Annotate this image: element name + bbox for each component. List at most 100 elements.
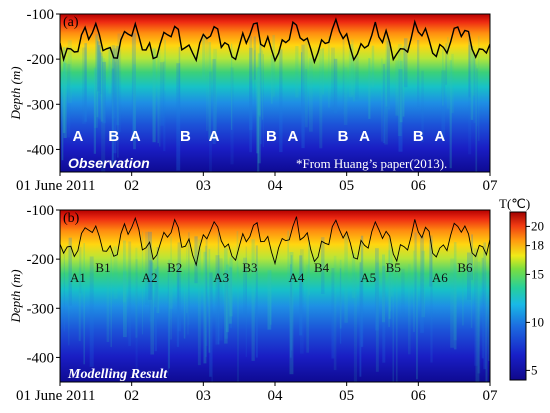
field-streak bbox=[123, 240, 126, 303]
field-streak bbox=[391, 247, 393, 297]
field-streak bbox=[154, 259, 157, 308]
y-tick-label: -100 bbox=[27, 7, 55, 23]
field-streak bbox=[178, 46, 181, 112]
field-streak bbox=[351, 252, 356, 299]
field-streak bbox=[156, 266, 160, 314]
field-streak bbox=[237, 266, 239, 382]
x-tick-label: 01 June 2011 bbox=[16, 178, 95, 194]
field-streak bbox=[82, 47, 87, 124]
field-streak bbox=[101, 58, 106, 172]
field-streak bbox=[381, 58, 383, 142]
field-streak bbox=[231, 43, 233, 130]
event-label: A5 bbox=[360, 270, 376, 285]
field-streak bbox=[206, 37, 208, 131]
field-streak bbox=[404, 38, 408, 88]
event-label: A bbox=[434, 128, 445, 145]
field-streak bbox=[230, 67, 234, 165]
y-tick-label: -300 bbox=[27, 97, 55, 113]
field-streak bbox=[176, 263, 180, 347]
field-streak bbox=[63, 249, 65, 332]
y-tick-label: -200 bbox=[27, 52, 55, 68]
colorbar-tick-label: 5 bbox=[531, 362, 538, 377]
field-streak bbox=[83, 243, 85, 365]
field-streak bbox=[287, 230, 289, 278]
field-streak bbox=[331, 47, 335, 111]
field-streak bbox=[99, 52, 103, 95]
field-streak bbox=[164, 39, 166, 91]
colorbar-tick-label: 10 bbox=[531, 314, 544, 329]
field-streak bbox=[219, 258, 223, 341]
event-label: A3 bbox=[213, 270, 229, 285]
panel-a-label: (a) bbox=[63, 15, 79, 30]
field-streak bbox=[468, 33, 471, 98]
field-streak bbox=[187, 273, 189, 335]
field-streak bbox=[224, 270, 229, 339]
field-streak bbox=[259, 39, 261, 117]
field-streak bbox=[475, 64, 478, 172]
field-streak bbox=[470, 254, 473, 328]
field-streak bbox=[417, 40, 420, 107]
event-label: A bbox=[72, 128, 83, 145]
field-streak bbox=[163, 61, 166, 152]
field-streak bbox=[123, 271, 127, 338]
field-streak bbox=[243, 257, 247, 317]
field-streak bbox=[395, 60, 399, 116]
field-streak bbox=[67, 64, 71, 138]
panel-a-y-axis-title: Depth (m) bbox=[8, 66, 23, 120]
field-streak bbox=[442, 46, 444, 106]
field-streak bbox=[478, 36, 480, 141]
field-streak bbox=[262, 54, 264, 148]
field-streak bbox=[267, 270, 272, 330]
field-streak bbox=[382, 63, 386, 144]
field-streak bbox=[60, 52, 62, 128]
colorbar-ticks: 20 18 15 10 5 bbox=[526, 218, 544, 377]
field-streak bbox=[114, 61, 116, 169]
x-tick-label: 06 bbox=[411, 178, 427, 194]
field-streak bbox=[476, 68, 478, 126]
field-streak bbox=[113, 246, 118, 299]
field-streak bbox=[113, 48, 117, 154]
field-streak bbox=[156, 247, 159, 319]
event-label: A bbox=[130, 128, 141, 145]
y-tick-label: -200 bbox=[27, 252, 55, 268]
event-label: B bbox=[108, 128, 119, 145]
field-streak bbox=[355, 56, 359, 100]
field-streak bbox=[359, 262, 362, 377]
field-streak bbox=[371, 45, 375, 88]
event-label: A2 bbox=[142, 270, 158, 285]
field-streak bbox=[169, 265, 174, 309]
event-label: B5 bbox=[386, 260, 401, 275]
field-streak bbox=[152, 48, 156, 143]
field-streak bbox=[79, 247, 82, 294]
field-streak bbox=[333, 255, 337, 371]
field-streak bbox=[412, 250, 415, 332]
panel-b-x-ticks: 01 June 2011 02 03 04 05 06 07 bbox=[16, 382, 498, 404]
field-streak bbox=[279, 49, 283, 153]
field-streak bbox=[470, 45, 474, 120]
field-streak bbox=[339, 268, 342, 344]
panel-b-overlay-text: Modelling Result bbox=[67, 367, 168, 382]
field-streak bbox=[468, 45, 472, 155]
field-streak bbox=[68, 246, 70, 346]
field-streak bbox=[213, 48, 217, 141]
field-streak bbox=[67, 40, 72, 103]
field-streak bbox=[485, 270, 488, 382]
field-streak bbox=[473, 57, 476, 123]
field-streak bbox=[353, 60, 355, 102]
field-streak bbox=[429, 239, 433, 287]
field-streak bbox=[375, 248, 379, 331]
field-streak bbox=[245, 246, 247, 357]
field-streak bbox=[111, 50, 114, 166]
field-streak bbox=[308, 240, 310, 295]
field-streak bbox=[414, 232, 417, 318]
field-streak bbox=[257, 53, 261, 164]
x-tick-label: 07 bbox=[483, 178, 499, 194]
field-streak bbox=[249, 47, 253, 131]
field-streak bbox=[343, 67, 348, 125]
field-streak bbox=[384, 69, 388, 145]
field-streak bbox=[102, 61, 106, 124]
field-streak bbox=[117, 33, 122, 132]
field-streak bbox=[253, 36, 256, 80]
field-streak bbox=[399, 60, 403, 123]
field-streak bbox=[78, 267, 81, 342]
